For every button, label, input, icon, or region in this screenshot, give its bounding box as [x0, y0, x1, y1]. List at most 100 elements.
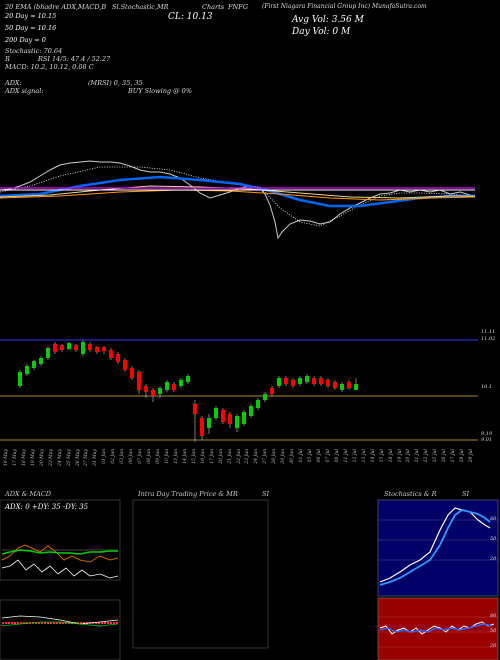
date-label: 24 May — [57, 449, 63, 466]
date-label: 29 Jul — [469, 449, 475, 463]
candle-body — [193, 404, 197, 414]
price-label-2: 11.02 — [481, 336, 496, 342]
date-label: 19 May — [30, 449, 36, 466]
company-name: (First Niagara Financial Group Inc) Muna… — [262, 3, 427, 10]
date-label: 01 Jun — [102, 449, 108, 464]
candle-body — [53, 344, 57, 352]
candle-body — [200, 418, 204, 436]
date-label: 10 Jun — [164, 449, 170, 464]
date-label: 11 Jul — [343, 449, 349, 463]
candle-body — [305, 376, 309, 382]
candle-body — [340, 384, 344, 390]
rsi-readout: RSI 14/5: 47.4 / 52.27 — [38, 55, 111, 63]
date-axis: 16 May 17 May 18 May 19 May 20 May 23 May 24 M… — [0, 449, 478, 481]
candle-body — [270, 388, 274, 394]
price-label-3: 10.1 — [481, 384, 493, 390]
date-label: 22 Jun — [236, 449, 242, 464]
date-label: 31 May — [93, 449, 99, 466]
close-price: CL: 10.13 — [168, 12, 213, 22]
date-label: 02 Jun — [111, 449, 117, 464]
date-label: 17 May — [12, 449, 18, 466]
mrsi-readout: (MRSI) 0, 35, 35 — [88, 79, 143, 87]
candle-body — [137, 372, 141, 390]
candle-body — [172, 384, 176, 390]
date-label: 28 Jul — [460, 449, 466, 463]
date-label: 18 Jul — [388, 449, 394, 463]
ema-dotted-line — [0, 166, 476, 227]
candle-body — [263, 394, 267, 400]
stochastic-readout: Stochastic: 70.64 — [5, 47, 63, 55]
candle-body — [81, 342, 85, 354]
adx-macd-title: ADX & MACD — [5, 490, 51, 498]
candle-body — [39, 358, 43, 364]
candlesticks — [18, 340, 358, 442]
candle-body — [298, 378, 302, 384]
date-label: 18 May — [21, 449, 27, 466]
ma20-label: 20 Day = 10.15 — [5, 12, 57, 20]
price-label-5: 9.01 — [481, 437, 493, 443]
date-label: 23 Jun — [245, 449, 251, 464]
candle-body — [347, 382, 351, 388]
date-label: 25 Jul — [433, 449, 439, 463]
candle-body — [284, 378, 288, 384]
date-label: 16 Jun — [200, 449, 206, 464]
date-label: 01 Jul — [299, 449, 305, 463]
candle-body — [228, 414, 232, 424]
r-label: R — [5, 55, 10, 63]
date-label: 06 Jun — [129, 449, 135, 464]
candle-body — [312, 378, 316, 384]
rsi-level-80: 80 — [490, 613, 497, 619]
rsi-level-50: 50 — [490, 628, 497, 634]
macd-panel — [0, 599, 121, 660]
date-label: 20 Jun — [218, 449, 224, 464]
adx-panel — [0, 499, 121, 581]
macd-readout: MACD: 10.2, 10.12, 0.08 C — [5, 63, 94, 71]
indicator-title: 20 EMA (bhadre ADX,MACD,B — [5, 3, 107, 11]
candle-body — [25, 366, 29, 374]
adx-signal-label: ADX signal: — [5, 87, 44, 95]
date-label: 16 May — [4, 449, 9, 466]
indicator-title-2: Sl.Stochastic,MR — [112, 3, 169, 11]
date-label: 03 Jun — [120, 449, 126, 464]
date-label: 27 May — [84, 449, 90, 466]
stochastics-si: SI — [462, 490, 470, 498]
date-label: 09 Jun — [156, 449, 162, 464]
date-label: 24 Jun — [254, 449, 260, 464]
rsi-level-20: 20 — [490, 643, 497, 649]
candle-body — [249, 406, 253, 416]
date-label: 20 May — [39, 449, 45, 466]
candle-body — [333, 382, 337, 388]
price-label-1: 11.11 — [481, 329, 496, 335]
stochastics-title: Stochastics & R — [384, 490, 437, 498]
intraday-title: Intra Day Trading Price & MR — [138, 490, 238, 498]
candle-body — [32, 361, 36, 368]
stoch-level-50: 50 — [490, 536, 497, 542]
date-label: 17 Jun — [209, 449, 215, 464]
candle-body — [158, 388, 162, 394]
date-label: 13 Jun — [173, 449, 179, 464]
date-label: 21 Jul — [415, 449, 421, 463]
date-label: 08 Jul — [334, 449, 340, 463]
candle-body — [256, 400, 260, 408]
day-volume: Day Vol: 0 M — [292, 27, 351, 37]
date-label: 19 Jul — [397, 449, 403, 463]
ma-orange-line — [0, 189, 476, 201]
candle-body — [354, 384, 358, 390]
candle-body — [67, 343, 71, 349]
avg-volume: Avg Vol: 3.56 M — [292, 15, 364, 25]
candle-body — [235, 416, 239, 428]
candle-body — [88, 344, 92, 350]
candle-body — [165, 382, 169, 390]
date-label: 22 Jul — [424, 449, 430, 463]
date-label: 14 Jul — [370, 449, 376, 463]
candle-body — [291, 380, 295, 386]
adx-values: ADX: 0 +DY: 35 -DY: 35 — [5, 503, 89, 511]
ticker-label: FNFG — [228, 3, 248, 11]
charts-label: Charts — [202, 3, 225, 11]
candle-body — [102, 347, 106, 351]
candle-body — [123, 360, 127, 370]
candle-body — [277, 378, 281, 386]
ma50-label: 50 Day = 10.16 — [5, 24, 57, 32]
candle-body — [46, 348, 50, 358]
